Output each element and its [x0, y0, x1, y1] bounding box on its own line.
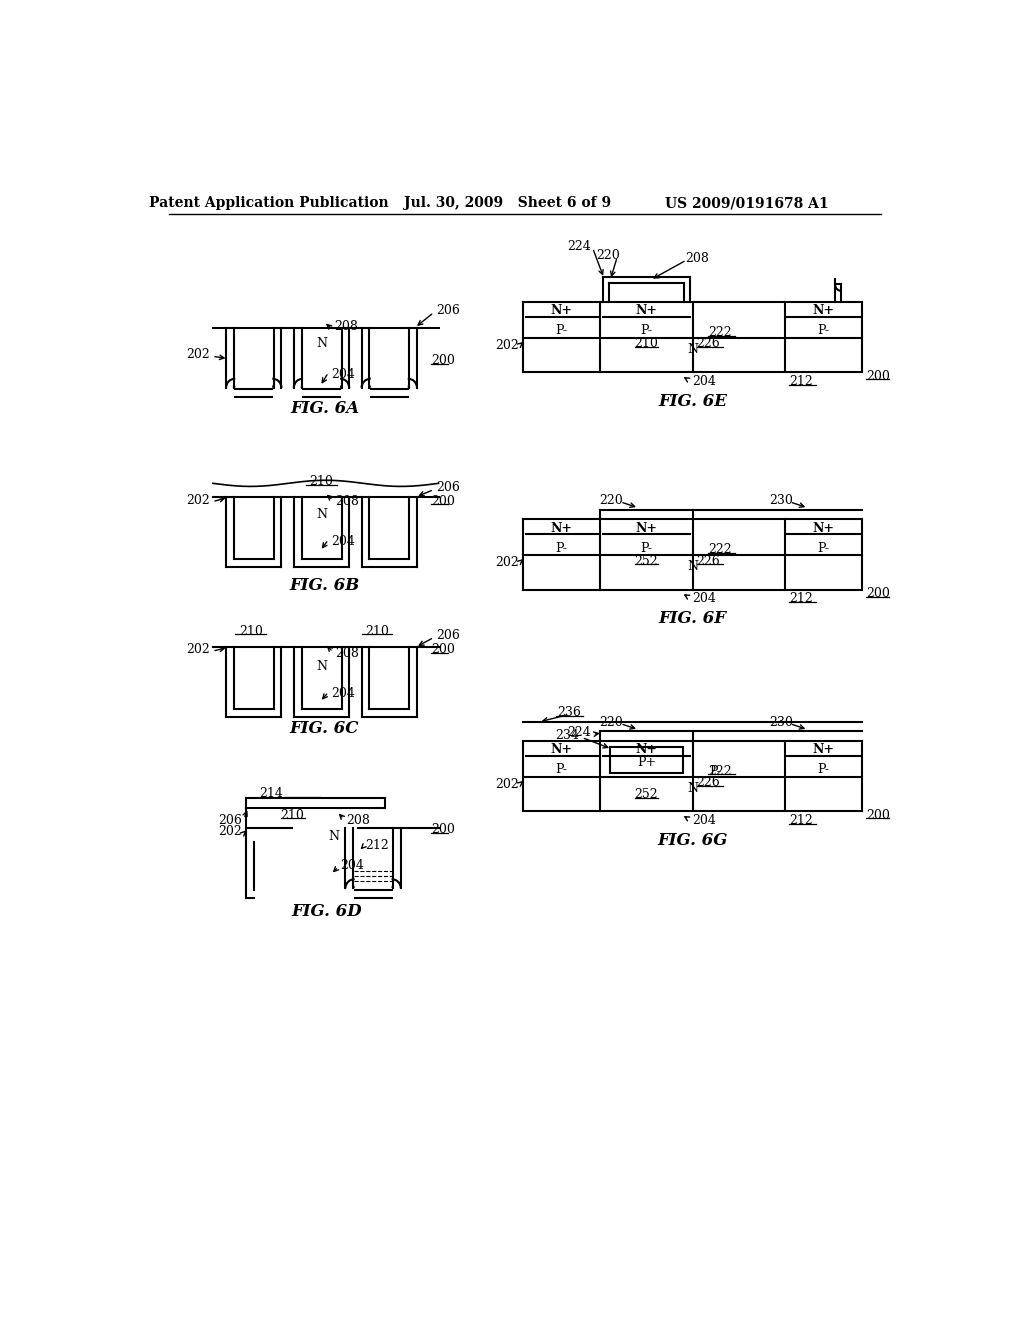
Text: P-: P- — [817, 763, 829, 776]
Text: FIG. 6F: FIG. 6F — [658, 610, 727, 627]
Text: FIG. 6A: FIG. 6A — [290, 400, 359, 417]
Text: FIG. 6D: FIG. 6D — [292, 903, 362, 920]
Text: 206: 206 — [436, 482, 460, 495]
Text: N: N — [687, 343, 698, 356]
Text: N: N — [687, 560, 698, 573]
Text: 200: 200 — [431, 354, 455, 367]
Text: 208: 208 — [335, 319, 358, 333]
Text: N+: N+ — [636, 743, 657, 756]
Text: 208: 208 — [336, 495, 359, 508]
Text: N+: N+ — [813, 521, 835, 535]
Text: 200: 200 — [431, 643, 455, 656]
Text: 202: 202 — [218, 825, 243, 838]
Text: N: N — [316, 337, 327, 350]
Text: 202: 202 — [186, 494, 210, 507]
Text: US 2009/0191678 A1: US 2009/0191678 A1 — [665, 197, 828, 210]
Text: 200: 200 — [866, 809, 890, 822]
Text: N+: N+ — [551, 743, 572, 756]
Text: 204: 204 — [692, 814, 717, 828]
Text: FIG. 6G: FIG. 6G — [657, 832, 728, 849]
Text: 252: 252 — [635, 788, 658, 801]
Text: 202: 202 — [186, 348, 210, 362]
Text: FIG. 6B: FIG. 6B — [290, 577, 359, 594]
Text: 206: 206 — [218, 814, 243, 828]
Text: 214: 214 — [259, 787, 283, 800]
Text: 222: 222 — [708, 764, 732, 777]
Text: 212: 212 — [788, 814, 813, 828]
Text: 234: 234 — [555, 730, 579, 742]
Text: Patent Application Publication: Patent Application Publication — [150, 197, 389, 210]
Text: 222: 222 — [708, 326, 732, 339]
Text: N+: N+ — [813, 305, 835, 317]
Text: 224: 224 — [567, 240, 591, 252]
Text: P-: P- — [817, 541, 829, 554]
Text: N+: N+ — [636, 521, 657, 535]
Text: 210: 210 — [309, 475, 334, 488]
Text: FIG. 6C: FIG. 6C — [290, 719, 359, 737]
Text: 210: 210 — [281, 809, 304, 822]
Text: 200: 200 — [866, 587, 890, 601]
Text: P-: P- — [640, 325, 652, 338]
Text: N+: N+ — [551, 305, 572, 317]
Text: 226: 226 — [696, 776, 720, 789]
Text: P-: P- — [817, 325, 829, 338]
Text: 202: 202 — [496, 339, 519, 352]
Text: 220: 220 — [600, 494, 624, 507]
Text: 212: 212 — [788, 593, 813, 606]
Text: P-: P- — [556, 541, 567, 554]
Text: 222: 222 — [708, 543, 732, 556]
Text: 200: 200 — [866, 370, 890, 383]
Text: P-: P- — [640, 541, 652, 554]
Text: 204: 204 — [692, 375, 717, 388]
Text: 204: 204 — [331, 686, 354, 700]
Text: 210: 210 — [239, 624, 262, 638]
Text: 200: 200 — [431, 824, 455, 837]
Text: N+: N+ — [813, 743, 835, 756]
Text: N+: N+ — [551, 521, 572, 535]
Text: P+: P+ — [637, 755, 656, 768]
Text: N: N — [329, 829, 339, 842]
Text: 204: 204 — [331, 367, 354, 380]
Text: 206: 206 — [436, 304, 460, 317]
Text: 208: 208 — [685, 252, 709, 265]
Text: P-: P- — [556, 763, 567, 776]
Text: N: N — [316, 660, 327, 673]
Text: P-: P- — [710, 764, 722, 777]
Text: 226: 226 — [696, 554, 720, 568]
Text: 252: 252 — [635, 554, 658, 568]
Text: 204: 204 — [692, 593, 717, 606]
Text: N+: N+ — [636, 305, 657, 317]
Text: 226: 226 — [696, 338, 720, 351]
Text: N: N — [687, 781, 698, 795]
Text: 210: 210 — [365, 624, 389, 638]
Text: 224: 224 — [567, 726, 591, 739]
Text: 202: 202 — [496, 556, 519, 569]
Text: 206: 206 — [436, 630, 460, 643]
Text: FIG. 6E: FIG. 6E — [658, 393, 727, 411]
Text: 204: 204 — [340, 859, 364, 871]
Text: 230: 230 — [769, 715, 793, 729]
Text: 208: 208 — [336, 647, 359, 660]
Text: 220: 220 — [600, 715, 624, 729]
Text: 236: 236 — [557, 706, 582, 719]
Text: 202: 202 — [496, 777, 519, 791]
Text: 212: 212 — [366, 838, 389, 851]
Text: 210: 210 — [635, 338, 658, 351]
Text: 230: 230 — [769, 494, 793, 507]
Text: N: N — [316, 508, 327, 520]
Text: P-: P- — [556, 325, 567, 338]
Text: 212: 212 — [788, 375, 813, 388]
Text: 200: 200 — [431, 495, 455, 508]
Text: 208: 208 — [346, 814, 370, 828]
Text: Jul. 30, 2009   Sheet 6 of 9: Jul. 30, 2009 Sheet 6 of 9 — [404, 197, 611, 210]
Text: 220: 220 — [596, 249, 620, 261]
Text: 204: 204 — [331, 535, 354, 548]
Text: 202: 202 — [186, 643, 210, 656]
